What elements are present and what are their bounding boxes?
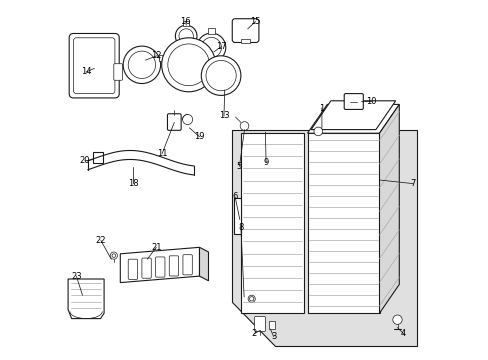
Circle shape: [201, 56, 241, 95]
FancyBboxPatch shape: [167, 114, 181, 130]
Polygon shape: [68, 279, 104, 319]
Text: 3: 3: [270, 332, 276, 341]
Text: 6: 6: [232, 192, 237, 201]
Text: 8: 8: [238, 223, 243, 232]
Circle shape: [162, 38, 215, 92]
Text: 15: 15: [250, 17, 261, 26]
Text: 22: 22: [96, 236, 106, 245]
Circle shape: [182, 114, 192, 125]
Text: 4: 4: [400, 329, 406, 338]
FancyBboxPatch shape: [183, 21, 189, 26]
Text: 9: 9: [263, 158, 268, 167]
FancyBboxPatch shape: [183, 255, 192, 275]
Text: 2: 2: [251, 329, 256, 338]
Text: 14: 14: [81, 68, 91, 77]
Text: 10: 10: [366, 97, 376, 106]
Circle shape: [240, 122, 248, 130]
FancyBboxPatch shape: [232, 19, 258, 42]
Circle shape: [392, 315, 401, 324]
Text: 16: 16: [180, 17, 191, 26]
FancyBboxPatch shape: [344, 94, 363, 109]
Polygon shape: [307, 133, 379, 313]
FancyBboxPatch shape: [207, 28, 215, 34]
Circle shape: [110, 252, 117, 259]
FancyBboxPatch shape: [92, 152, 102, 163]
Text: 18: 18: [128, 179, 139, 188]
Circle shape: [313, 127, 322, 136]
Polygon shape: [231, 130, 416, 346]
FancyBboxPatch shape: [128, 259, 137, 279]
Text: 13: 13: [218, 111, 229, 120]
Polygon shape: [120, 247, 199, 283]
Circle shape: [249, 297, 253, 301]
Text: 20: 20: [80, 156, 90, 165]
Polygon shape: [199, 247, 208, 281]
FancyBboxPatch shape: [69, 33, 119, 98]
Text: 1: 1: [319, 104, 324, 112]
Polygon shape: [379, 104, 399, 313]
FancyBboxPatch shape: [155, 257, 164, 277]
FancyBboxPatch shape: [114, 64, 122, 80]
Polygon shape: [241, 133, 303, 313]
FancyBboxPatch shape: [268, 321, 275, 329]
Polygon shape: [307, 104, 399, 133]
FancyBboxPatch shape: [142, 258, 151, 278]
Text: 5: 5: [236, 162, 242, 171]
Text: 7: 7: [409, 179, 415, 188]
FancyBboxPatch shape: [254, 316, 265, 332]
FancyBboxPatch shape: [241, 39, 249, 43]
Polygon shape: [310, 101, 395, 130]
Circle shape: [247, 295, 255, 302]
FancyBboxPatch shape: [169, 256, 178, 276]
Text: 23: 23: [71, 271, 81, 281]
Text: 17: 17: [215, 42, 226, 51]
Text: 12: 12: [151, 51, 162, 60]
Text: 21: 21: [151, 243, 161, 252]
FancyBboxPatch shape: [159, 55, 167, 61]
Polygon shape: [233, 198, 241, 234]
Text: 19: 19: [194, 132, 204, 141]
Text: 11: 11: [157, 149, 167, 158]
